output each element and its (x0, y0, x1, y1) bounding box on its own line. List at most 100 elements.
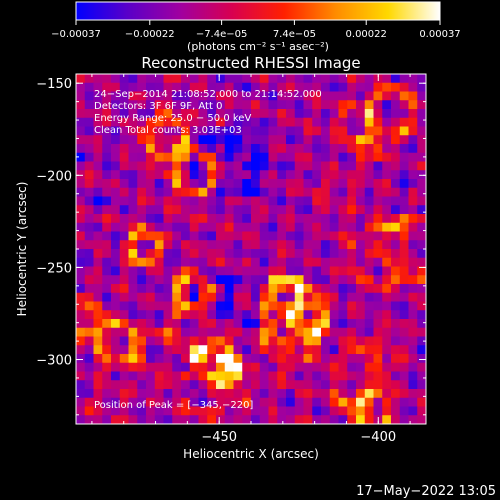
heatmap-cell (198, 196, 208, 206)
heatmap-cell (329, 266, 340, 276)
heatmap-cell (146, 196, 156, 206)
heatmap-cell (286, 362, 296, 373)
heatmap-cell (189, 362, 200, 373)
heatmap-cell (242, 284, 252, 294)
heatmap-cell (356, 117, 366, 128)
heatmap-cell (102, 214, 112, 224)
heatmap-cell (417, 214, 426, 224)
heatmap-cell (259, 170, 270, 180)
heatmap-cell (224, 109, 235, 119)
colorbar-tick-label: 0.00022 (346, 29, 387, 40)
heatmap-cell (128, 74, 138, 84)
heatmap-cell (93, 231, 103, 241)
footer-timestamp: 17−May−2022 13:05 (356, 484, 496, 499)
heatmap-cell (146, 327, 156, 338)
heatmap-cell (373, 222, 383, 233)
heatmap-cell (312, 109, 322, 119)
heatmap-cell (189, 257, 200, 268)
heatmap-cell (399, 406, 410, 416)
heatmap-cell (93, 336, 103, 346)
heatmap-cell (242, 362, 252, 373)
heatmap-cell (76, 327, 86, 338)
heatmap-cell (207, 187, 217, 198)
heatmap-cell (76, 354, 86, 364)
heatmap-cell (356, 257, 366, 268)
heatmap-cell (347, 109, 357, 119)
heatmap-cell (146, 310, 156, 320)
y-tick-label: −150 (36, 77, 72, 92)
heatmap-cell (207, 292, 217, 303)
heatmap-cell (198, 301, 208, 311)
heatmap-cell (146, 74, 156, 84)
heatmap-cell (294, 380, 305, 390)
heatmap-cell (233, 179, 243, 189)
heatmap-cell (128, 100, 138, 110)
heatmap-cell (382, 152, 392, 163)
heatmap-cell (224, 389, 235, 399)
heatmap-cell (102, 301, 112, 311)
heatmap-cell (137, 406, 147, 416)
heatmap-cell (111, 249, 121, 259)
heatmap-cell (233, 91, 243, 101)
heatmap-cell (128, 319, 138, 329)
heatmap-cell (189, 170, 200, 180)
heatmap-cell (321, 205, 331, 215)
heatmap-cell (321, 257, 331, 268)
heatmap-cell (128, 397, 138, 408)
heatmap-cell (102, 249, 112, 259)
heatmap-cell (163, 179, 173, 189)
heatmap-cell (207, 362, 217, 373)
heatmap-cell (224, 214, 235, 224)
heatmap-cell (224, 135, 235, 145)
heatmap-cell (373, 310, 383, 320)
heatmap-cell (163, 240, 173, 250)
heatmap-cell (286, 82, 296, 93)
heatmap-cell (408, 397, 418, 408)
heatmap-cell (181, 74, 191, 84)
heatmap-cell (251, 301, 261, 311)
heatmap-cell (137, 222, 147, 233)
heatmap-cell (242, 214, 252, 224)
heatmap-cell (321, 91, 331, 101)
heatmap-cell (198, 380, 208, 390)
heatmap-cell (417, 257, 426, 268)
heatmap-cell (338, 310, 348, 320)
heatmap-cell (294, 179, 305, 189)
heatmap-cell (146, 222, 156, 233)
heatmap-cell (111, 144, 121, 154)
heatmap-cell (76, 345, 86, 355)
heatmap-cell (391, 170, 401, 180)
heatmap-cell (408, 126, 418, 136)
heatmap-cell (163, 327, 173, 338)
heatmap-cell (329, 336, 340, 346)
heatmap-cell (321, 109, 331, 119)
heatmap-cell (84, 345, 95, 355)
heatmap-cell (154, 170, 165, 180)
heatmap-cell (111, 117, 121, 128)
heatmap-cell (76, 397, 86, 408)
heatmap-cell (216, 100, 226, 110)
heatmap-cell (172, 319, 182, 329)
heatmap-cell (321, 380, 331, 390)
heatmap-cell (242, 397, 252, 408)
colorbar-tick-label: −7.4e−05 (196, 29, 248, 40)
heatmap-cell (391, 196, 401, 206)
heatmap-cell (189, 371, 200, 381)
heatmap-cell (364, 152, 375, 163)
heatmap-cell (128, 415, 138, 424)
heatmap-cell (408, 170, 418, 180)
heatmap-cell (408, 336, 418, 346)
heatmap-cell (277, 205, 287, 215)
heatmap-cell (102, 345, 112, 355)
heatmap-cell (216, 292, 226, 303)
heatmap-cell (338, 82, 348, 93)
heatmap-cell (382, 406, 392, 416)
heatmap-cell (364, 275, 375, 285)
heatmap-cell (277, 284, 287, 294)
heatmap-cell (417, 345, 426, 355)
heatmap-cell (181, 301, 191, 311)
heatmap-cell (338, 161, 348, 171)
heatmap-cell (76, 214, 86, 224)
heatmap-cell (119, 144, 130, 154)
heatmap-cell (294, 310, 305, 320)
